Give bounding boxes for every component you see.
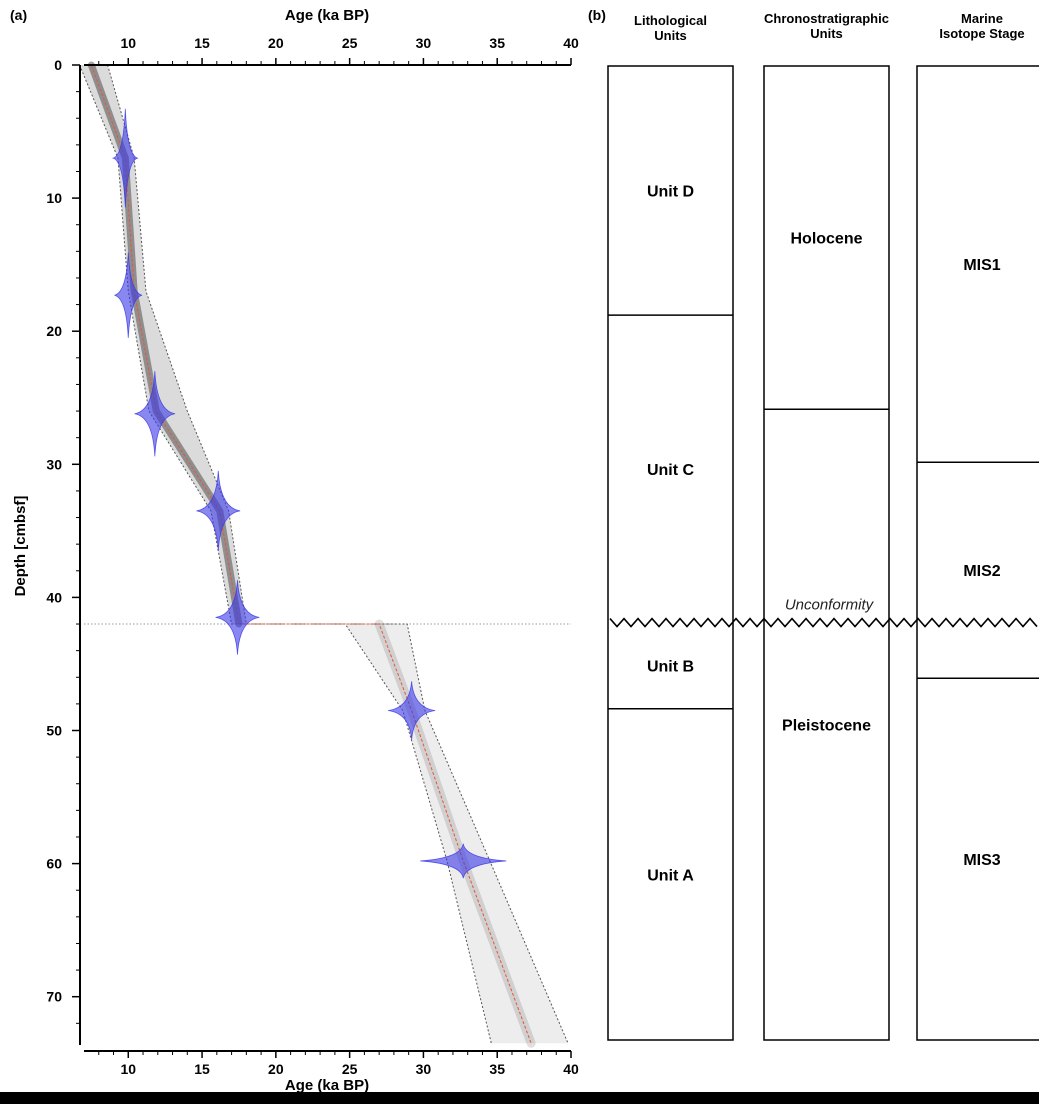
top-x-tick-label: 15 [194, 35, 210, 51]
bottom-edge-bar [0, 1092, 1039, 1104]
uncertainty-band-upper [79, 65, 247, 625]
top-x-tick-label: 20 [268, 35, 284, 51]
top-x-axis-title: Age (ka BP) [285, 7, 369, 24]
unconformity-label: Unconformity [785, 597, 875, 614]
median-age-line [90, 64, 532, 1044]
strat-column-2 [763, 65, 890, 1041]
dated-sample-4 [196, 470, 241, 551]
dated-sample-7 [420, 843, 507, 879]
unit-label-unit-a: Unit A [647, 867, 694, 884]
unit-label-mis3: MIS3 [963, 852, 1000, 869]
column-heading-3: Isotope Stage [939, 26, 1024, 41]
column-heading-1: Lithological [634, 13, 707, 28]
strat-column-1 [607, 65, 734, 1041]
confidence-lower-line [79, 64, 492, 1044]
plot-area [79, 61, 571, 1048]
y-tick-label: 50 [46, 723, 62, 739]
unit-label-mis2: MIS2 [963, 563, 1000, 580]
unit-label-unit-d: Unit D [647, 184, 694, 201]
dated-sample-2 [114, 252, 143, 338]
bottom-x-tick-label: 10 [120, 1061, 136, 1077]
unit-label-mis1: MIS1 [963, 257, 1000, 274]
column-heading-2: Units [810, 26, 843, 41]
unconformity-line [609, 617, 1038, 628]
panel-a-label: (a) [10, 7, 27, 23]
y-axis-title: Depth [cmbsf] [12, 496, 29, 597]
y-tick-label: 70 [46, 989, 62, 1005]
unit-label-holocene: Holocene [790, 231, 862, 248]
column-heading-1: Units [654, 28, 687, 43]
y-tick-label: 40 [46, 589, 62, 605]
top-x-tick-label: 35 [489, 35, 505, 51]
dated-sample-1 [111, 108, 139, 208]
y-tick-label: 0 [54, 57, 62, 73]
bottom-x-tick-label: 15 [194, 1061, 210, 1077]
bottom-x-axis-title: Age (ka BP) [285, 1077, 369, 1094]
uncertainty-band-lower [345, 624, 569, 1044]
axes: 10 10 15 15 20 20 25 25 30 30 35 35 40 40 0 10 20 30 40 50 6… [46, 35, 579, 1077]
bottom-x-tick-label: 30 [416, 1061, 432, 1077]
top-x-tick-label: 25 [342, 35, 358, 51]
dated-sample-5 [215, 580, 260, 655]
y-tick-label: 60 [46, 856, 62, 872]
uncertainty-band-lower-core [374, 619, 536, 1048]
y-tick-label: 30 [46, 456, 62, 472]
unit-label-unit-b: Unit B [647, 659, 694, 676]
y-tick-label: 20 [46, 323, 62, 339]
bottom-x-tick-label: 25 [342, 1061, 358, 1077]
bottom-x-tick-label: 35 [489, 1061, 505, 1077]
column-heading-3: Marine [961, 11, 1003, 26]
top-x-tick-label: 10 [120, 35, 136, 51]
bottom-x-tick-label: 40 [563, 1061, 579, 1077]
dated-sample-6 [388, 681, 436, 740]
dated-sample-3 [134, 371, 176, 457]
bottom-x-tick-label: 20 [268, 1061, 284, 1077]
unit-label-pleistocene: Pleistocene [782, 718, 871, 735]
column-heading-2: Chronostratigraphic [764, 11, 889, 26]
unit-label-unit-c: Unit C [647, 462, 695, 479]
y-tick-label: 10 [46, 190, 62, 206]
strat-column-3 [916, 65, 1039, 1041]
top-x-tick-label: 40 [563, 35, 579, 51]
top-x-tick-label: 30 [416, 35, 432, 51]
panel-b-label: (b) [588, 7, 606, 23]
